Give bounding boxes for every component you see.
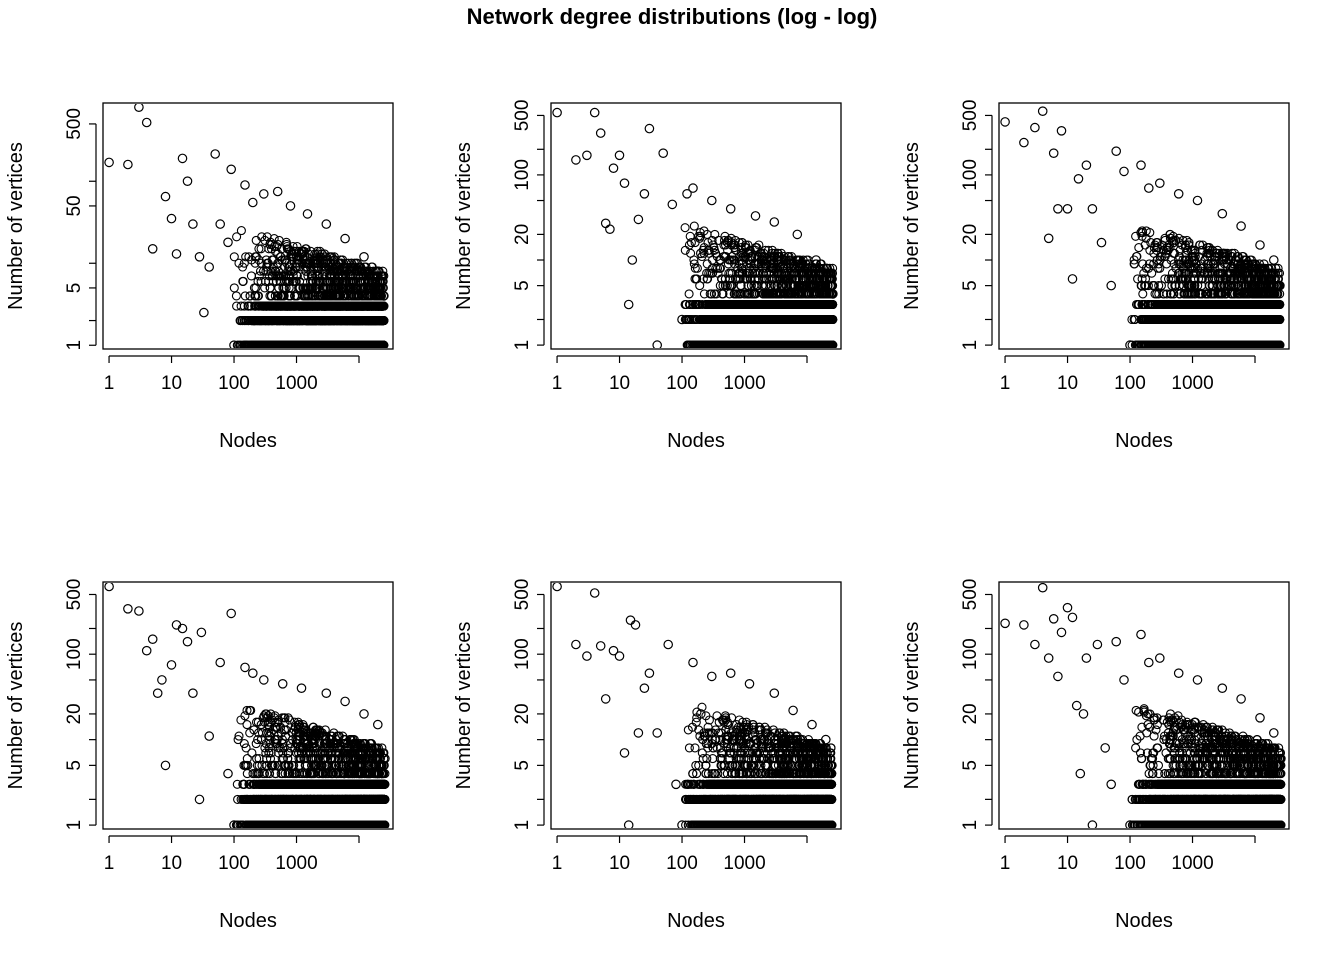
data-point xyxy=(124,160,132,168)
points-group xyxy=(105,103,388,349)
data-point xyxy=(249,198,257,206)
data-point xyxy=(211,150,219,158)
points-group xyxy=(553,108,837,349)
x-tick-label: 1 xyxy=(104,373,115,394)
data-point xyxy=(167,214,175,222)
data-point xyxy=(161,192,169,200)
data-point xyxy=(237,227,245,235)
data-point xyxy=(360,253,368,261)
scatter-panel-1: 1 10 100 1000 1 5 50 500 Nodes Number of vertices xyxy=(5,103,393,452)
data-point xyxy=(224,238,232,246)
data-point xyxy=(200,308,208,316)
data-point xyxy=(690,222,698,230)
data-point xyxy=(149,245,157,253)
data-point xyxy=(230,253,238,261)
plot-frame xyxy=(103,103,393,349)
y-tick-label: 5 xyxy=(64,283,85,294)
data-point xyxy=(105,158,113,166)
data-point xyxy=(303,210,311,218)
data-point xyxy=(274,187,282,195)
data-point xyxy=(178,154,186,162)
data-point xyxy=(322,220,330,228)
data-point xyxy=(227,165,235,173)
data-point xyxy=(216,220,224,228)
data-point xyxy=(260,190,268,198)
data-point xyxy=(241,181,249,189)
data-point xyxy=(286,202,294,210)
data-point xyxy=(341,234,349,242)
data-point xyxy=(183,177,191,185)
data-point xyxy=(703,260,711,268)
data-point xyxy=(172,250,180,258)
x-tick-label: 10 xyxy=(161,373,182,394)
data-point xyxy=(189,220,197,228)
data-point xyxy=(135,103,143,111)
y-tick-label: 500 xyxy=(64,108,85,140)
data-point xyxy=(232,292,240,300)
y-tick-label: 1 xyxy=(64,340,85,351)
y-axis-label: Number of vertices xyxy=(5,142,27,310)
data-point xyxy=(143,118,151,126)
data-point xyxy=(195,253,203,261)
y-tick-label: 50 xyxy=(64,195,85,216)
data-point xyxy=(205,263,213,271)
x-tick-label: 1000 xyxy=(275,373,317,394)
x-tick-label: 100 xyxy=(218,373,250,394)
data-point xyxy=(239,277,247,285)
data-point xyxy=(685,290,693,298)
x-axis-label: Nodes xyxy=(219,430,277,452)
data-point xyxy=(246,292,254,300)
data-point xyxy=(230,284,238,292)
data-point xyxy=(247,272,255,280)
